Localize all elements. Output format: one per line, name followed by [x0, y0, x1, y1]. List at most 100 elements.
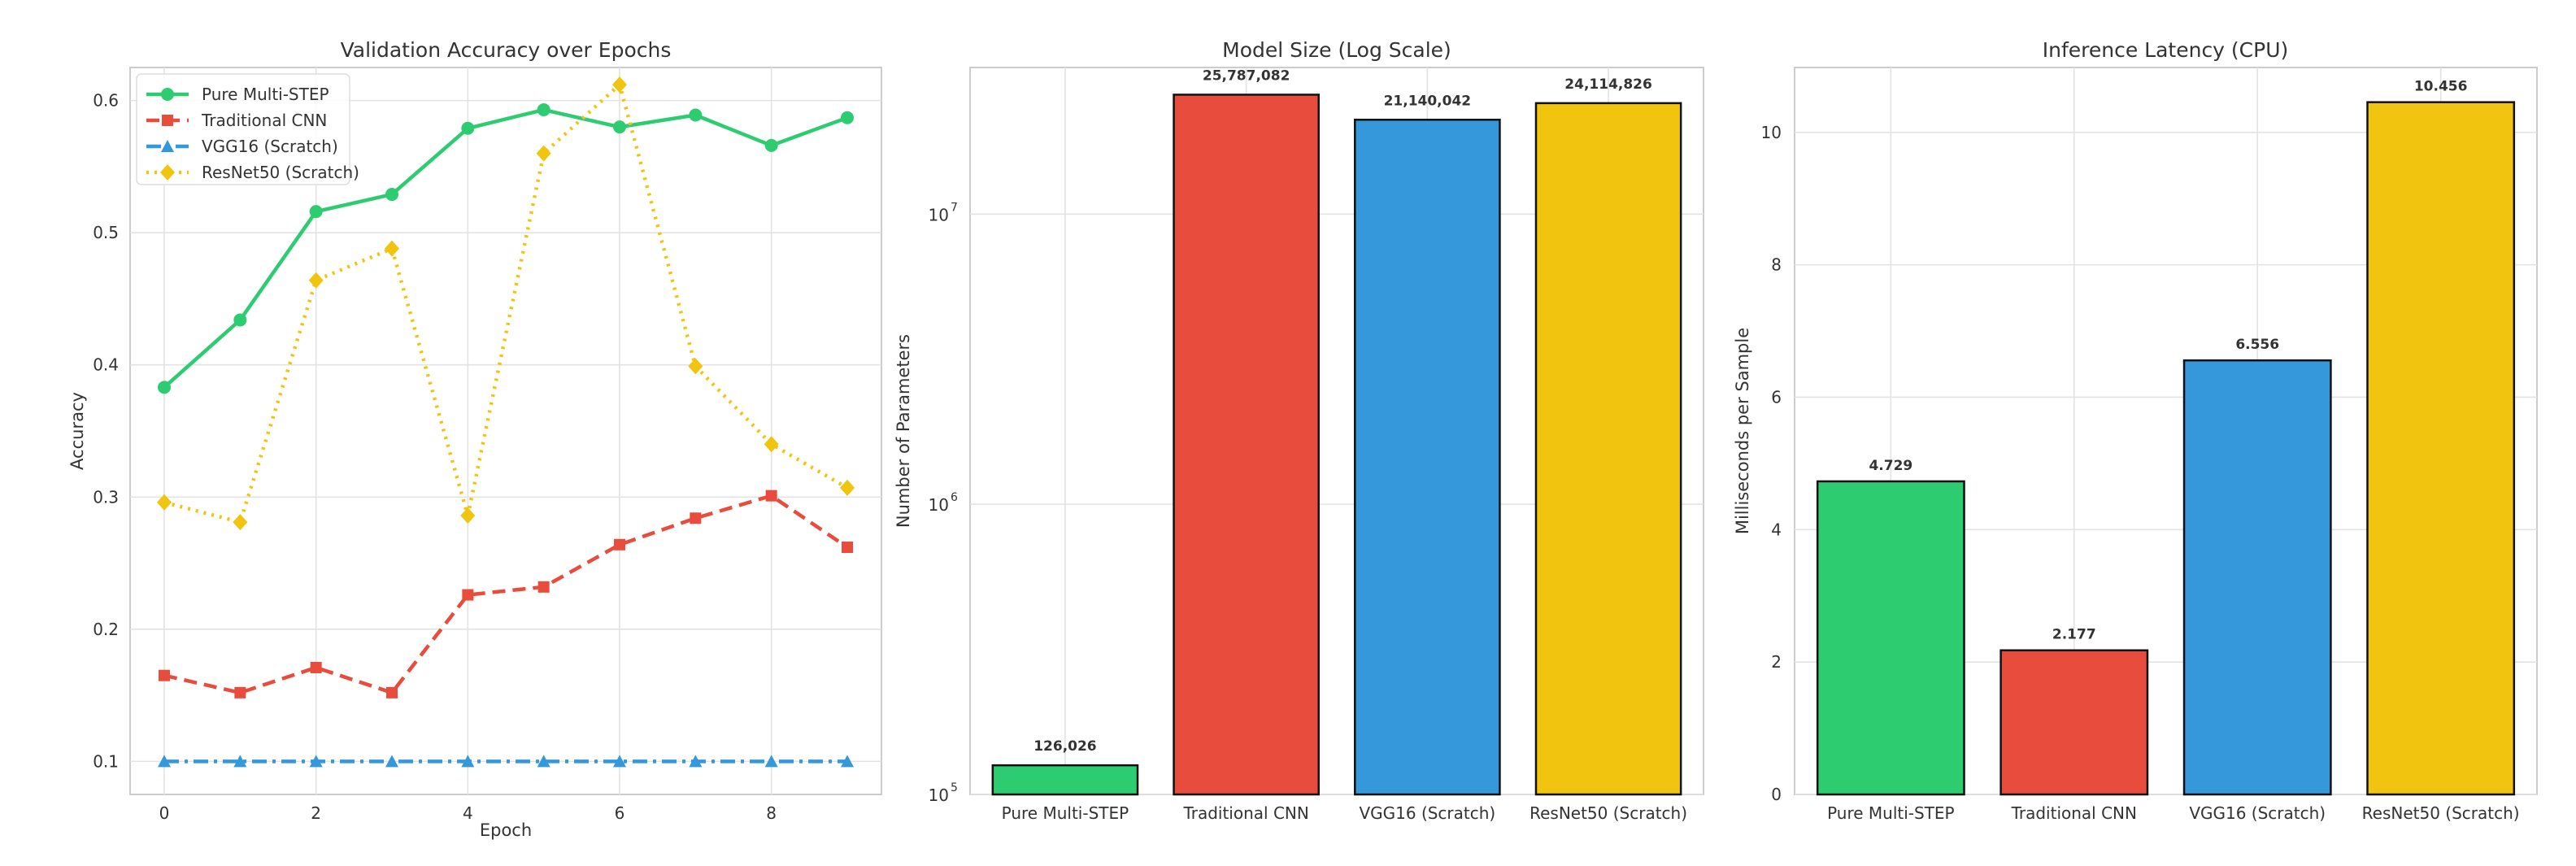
accuracy-data-point [841, 111, 854, 124]
accuracy-data-point [233, 313, 247, 327]
latency-x-ticks: Pure Multi-STEP Traditional CNN VGG16 (Scr… [1827, 803, 2520, 823]
accuracy-data-point [462, 589, 474, 601]
latency-bar-value-label: 4.729 [1869, 458, 1912, 474]
model-size-x-tick-label: Pure Multi-STEP [1002, 803, 1129, 823]
accuracy-data-point [840, 479, 855, 496]
latency-y-axis-label: Milliseconds per Sample [1733, 328, 1752, 534]
accuracy-data-point [233, 755, 247, 768]
accuracy-data-point [842, 542, 853, 554]
accuracy-y-tick-label: 0.6 [93, 91, 119, 111]
latency-bar-value-label: 2.177 [2052, 627, 2096, 643]
latency-bars: 4.729 2.177 6.556 10.456 [1816, 79, 2516, 796]
accuracy-data-point [536, 145, 551, 162]
legend-label-2: VGG16 (Scratch) [202, 137, 338, 156]
accuracy-data-point [385, 240, 399, 257]
model-size-bars: 126,026 25,787,082 21,140,042 24,114,826 [991, 67, 1682, 796]
latency-x-tick-label: Pure Multi-STEP [1827, 803, 1955, 823]
model-size-bar-chart: 126,026 25,787,082 21,140,042 24,114,826 Pu… [894, 38, 1704, 823]
accuracy-plot-area [129, 67, 882, 795]
latency-bar [1816, 480, 1965, 796]
latency-bar [2182, 359, 2332, 796]
accuracy-y-tick-label: 0.1 [93, 751, 119, 771]
accuracy-data-point [309, 755, 323, 768]
model-size-y-tick-base: 10 [929, 205, 949, 224]
legend-marker-0 [161, 88, 174, 101]
accuracy-x-tick-label: 0 [159, 803, 170, 823]
model-size-bar [1354, 119, 1501, 796]
accuracy-data-point [461, 121, 475, 135]
accuracy-data-point [764, 436, 779, 453]
latency-y-ticks: 0 2 4 6 8 10 [1761, 123, 1782, 804]
legend-marker-2 [161, 140, 174, 152]
legend-label-1: Traditional CNN [201, 111, 327, 130]
accuracy-data-point [764, 138, 778, 152]
model-size-bar [1173, 94, 1320, 796]
accuracy-data-point [688, 358, 703, 375]
accuracy-data-point [159, 669, 170, 681]
legend-box [136, 73, 350, 185]
model-size-y-tick-base: 10 [929, 495, 949, 515]
accuracy-y-ticks: 0.1 0.2 0.3 0.4 0.5 0.6 [93, 91, 119, 772]
model-size-x-tick-label: ResNet50 (Scratch) [1530, 803, 1687, 823]
accuracy-data-point [765, 490, 777, 502]
accuracy-data-point [613, 120, 626, 134]
legend-label-3: ResNet50 (Scratch) [202, 163, 359, 182]
accuracy-data-point [614, 538, 625, 550]
accuracy-x-tick-label: 4 [463, 803, 473, 823]
legend-label-0: Pure Multi-STEP [202, 85, 329, 104]
latency-x-tick-label: ResNet50 (Scratch) [2362, 803, 2520, 823]
latency-y-tick-label: 10 [1761, 123, 1782, 142]
legend-marker-1 [162, 115, 173, 126]
latency-y-tick-label: 6 [1771, 387, 1782, 407]
model-size-x-tick-label: Traditional CNN [1182, 803, 1308, 823]
accuracy-data-point [537, 103, 550, 117]
accuracy-data-point [158, 381, 171, 394]
model-size-y-tick-base: 10 [929, 785, 949, 805]
latency-y-tick-label: 4 [1771, 520, 1782, 539]
latency-y-tick-label: 0 [1771, 785, 1782, 804]
model-size-y-tick-exponent: 6 [951, 491, 958, 504]
model-size-y-tick-exponent: 7 [951, 201, 958, 214]
model-size-bar-value-label: 21,140,042 [1384, 93, 1472, 109]
accuracy-series-line-0 [163, 107, 848, 389]
accuracy-data-point [764, 755, 778, 768]
model-size-bar-value-label: 24,114,826 [1564, 76, 1652, 93]
accuracy-y-tick-label: 0.3 [93, 487, 119, 507]
accuracy-data-point [689, 755, 703, 768]
accuracy-x-axis-label: Epoch [480, 820, 532, 840]
accuracy-data-point [158, 755, 171, 768]
accuracy-x-tick-label: 8 [766, 803, 777, 823]
latency-bar [2366, 101, 2516, 796]
model-size-bar [991, 764, 1139, 796]
accuracy-data-point [386, 686, 398, 698]
accuracy-data-point [308, 272, 324, 289]
model-size-bar [1534, 102, 1682, 796]
latency-bar-value-label: 6.556 [2235, 337, 2279, 353]
accuracy-data-point [461, 755, 475, 768]
latency-x-tick-label: Traditional CNN [2011, 803, 2137, 823]
accuracy-data-point [157, 494, 172, 511]
model-size-bar-value-label: 25,787,082 [1203, 67, 1290, 84]
accuracy-data-point [233, 514, 248, 531]
model-size-y-tick-exponent: 5 [951, 781, 958, 794]
accuracy-data-point [612, 76, 627, 94]
latency-y-tick-label: 2 [1771, 652, 1782, 672]
accuracy-line-chart: 0 2 4 6 8 0.1 0.2 0.3 0.4 0.5 0.6 Validation Accu… [67, 38, 882, 840]
accuracy-chart-title: Validation Accuracy over Epochs [341, 38, 672, 62]
model-size-y-axis-label: Number of Parameters [894, 334, 913, 528]
latency-y-tick-label: 8 [1771, 255, 1782, 275]
accuracy-series-line-3 [163, 82, 849, 524]
accuracy-data-point [460, 507, 476, 524]
accuracy-data-point [613, 755, 626, 768]
accuracy-data-point [309, 205, 323, 219]
accuracy-data-point [689, 108, 703, 122]
accuracy-y-tick-label: 0.5 [93, 223, 119, 242]
accuracy-y-tick-label: 0.4 [93, 355, 119, 375]
model-size-x-tick-label: VGG16 (Scratch) [1359, 803, 1495, 823]
accuracy-y-tick-label: 0.2 [93, 620, 119, 639]
accuracy-data-point [690, 512, 702, 524]
accuracy-data-point [385, 188, 398, 202]
accuracy-x-tick-label: 2 [311, 803, 321, 823]
